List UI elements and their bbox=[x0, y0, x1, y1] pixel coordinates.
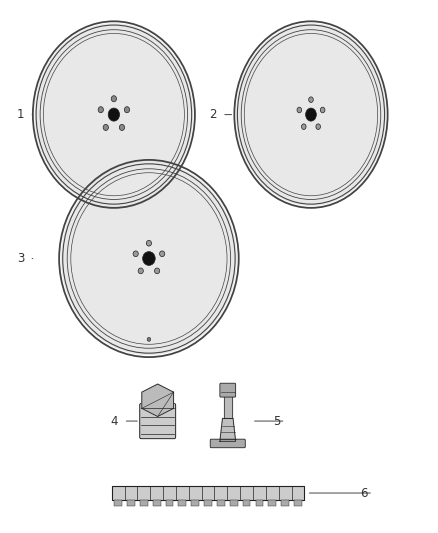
Bar bbox=[204, 500, 212, 506]
Ellipse shape bbox=[301, 124, 306, 130]
Ellipse shape bbox=[111, 96, 117, 102]
Polygon shape bbox=[47, 83, 102, 111]
Text: 4: 4 bbox=[111, 415, 118, 427]
Text: 2: 2 bbox=[209, 108, 217, 121]
Ellipse shape bbox=[129, 237, 169, 280]
Polygon shape bbox=[161, 241, 224, 261]
Ellipse shape bbox=[159, 251, 165, 257]
Ellipse shape bbox=[155, 268, 160, 274]
Ellipse shape bbox=[94, 91, 134, 138]
Ellipse shape bbox=[72, 174, 226, 343]
Polygon shape bbox=[220, 418, 236, 441]
Bar bbox=[243, 500, 251, 506]
Polygon shape bbox=[120, 126, 159, 182]
Ellipse shape bbox=[103, 124, 109, 131]
Ellipse shape bbox=[147, 337, 151, 341]
Ellipse shape bbox=[44, 34, 184, 195]
Bar bbox=[281, 500, 289, 506]
Polygon shape bbox=[246, 72, 299, 112]
Polygon shape bbox=[295, 38, 327, 99]
Polygon shape bbox=[123, 176, 147, 245]
Bar bbox=[166, 500, 173, 506]
Ellipse shape bbox=[236, 23, 386, 206]
Ellipse shape bbox=[297, 107, 302, 113]
Text: 6: 6 bbox=[360, 487, 368, 499]
Bar bbox=[294, 500, 302, 506]
FancyBboxPatch shape bbox=[210, 439, 245, 448]
Polygon shape bbox=[80, 207, 138, 252]
Polygon shape bbox=[153, 271, 187, 338]
Polygon shape bbox=[142, 384, 173, 416]
Ellipse shape bbox=[124, 107, 130, 112]
FancyBboxPatch shape bbox=[140, 403, 176, 439]
Polygon shape bbox=[111, 271, 145, 338]
Polygon shape bbox=[74, 241, 137, 261]
Ellipse shape bbox=[61, 162, 237, 355]
Polygon shape bbox=[126, 83, 180, 111]
Ellipse shape bbox=[98, 107, 103, 112]
Polygon shape bbox=[158, 267, 212, 320]
Polygon shape bbox=[86, 267, 140, 320]
Bar bbox=[140, 500, 148, 506]
Bar bbox=[153, 500, 160, 506]
Polygon shape bbox=[68, 126, 107, 182]
Bar bbox=[114, 500, 122, 506]
Polygon shape bbox=[224, 392, 232, 418]
Ellipse shape bbox=[146, 240, 152, 246]
Bar bbox=[217, 500, 225, 506]
Ellipse shape bbox=[119, 124, 124, 131]
Polygon shape bbox=[323, 72, 376, 112]
Ellipse shape bbox=[133, 251, 138, 257]
Text: 3: 3 bbox=[17, 252, 24, 265]
Bar bbox=[256, 500, 263, 506]
Bar bbox=[268, 500, 276, 506]
Ellipse shape bbox=[35, 23, 193, 206]
Ellipse shape bbox=[306, 108, 316, 121]
Polygon shape bbox=[261, 126, 305, 188]
FancyBboxPatch shape bbox=[220, 383, 236, 397]
Ellipse shape bbox=[108, 108, 120, 121]
Polygon shape bbox=[107, 37, 121, 100]
Bar bbox=[179, 500, 186, 506]
Bar bbox=[127, 500, 135, 506]
Ellipse shape bbox=[320, 107, 325, 113]
Ellipse shape bbox=[293, 92, 329, 137]
Polygon shape bbox=[151, 176, 175, 245]
Bar bbox=[112, 486, 304, 500]
Text: 5: 5 bbox=[273, 415, 280, 427]
Ellipse shape bbox=[245, 34, 377, 195]
Text: 1: 1 bbox=[17, 108, 24, 121]
Polygon shape bbox=[317, 126, 361, 188]
Ellipse shape bbox=[138, 268, 143, 274]
Ellipse shape bbox=[143, 252, 155, 265]
Ellipse shape bbox=[316, 124, 321, 130]
Ellipse shape bbox=[309, 97, 313, 102]
Bar bbox=[230, 500, 237, 506]
Polygon shape bbox=[159, 207, 218, 252]
Bar bbox=[191, 500, 199, 506]
